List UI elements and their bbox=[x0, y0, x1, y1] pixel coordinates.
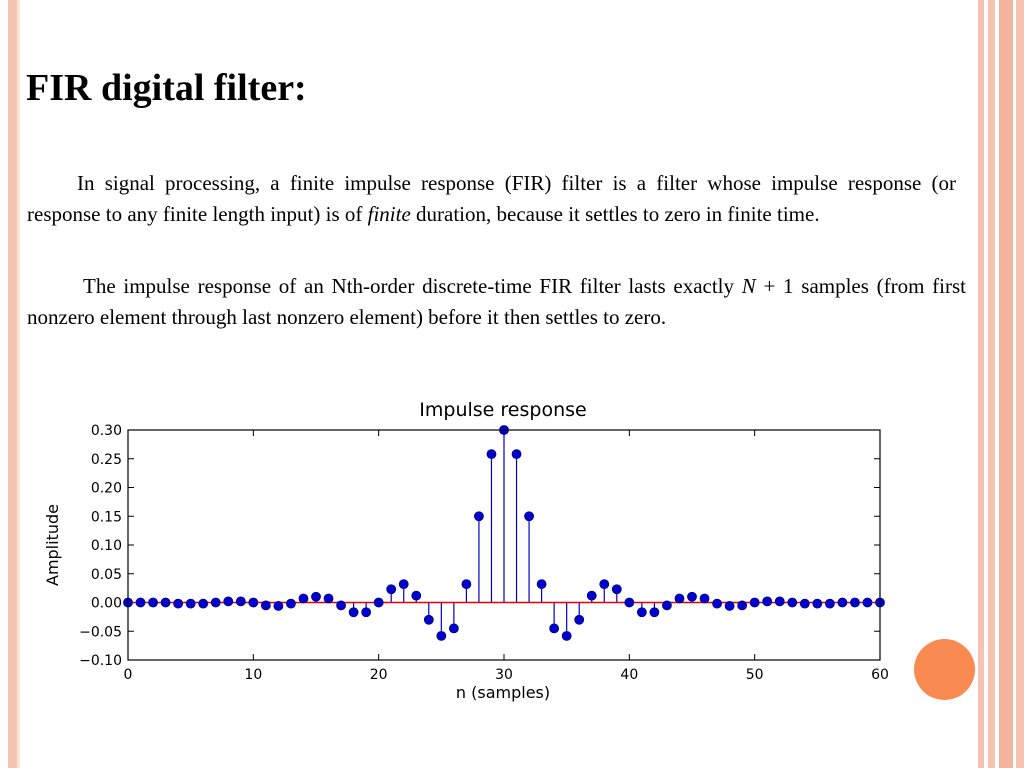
y-tick-label: −0.10 bbox=[79, 653, 122, 669]
stem-marker bbox=[311, 591, 321, 602]
stem-marker bbox=[824, 598, 835, 609]
stem-marker bbox=[260, 600, 271, 611]
stem-marker bbox=[812, 598, 823, 609]
stem-marker bbox=[586, 590, 597, 601]
stem-marker bbox=[737, 600, 748, 611]
stem-marker bbox=[611, 584, 622, 595]
stem-marker bbox=[223, 596, 234, 607]
stem-marker bbox=[411, 590, 422, 601]
stem-marker bbox=[286, 598, 296, 609]
stem-marker bbox=[461, 579, 472, 589]
stem-marker bbox=[323, 593, 334, 604]
stem-marker bbox=[687, 591, 697, 602]
stem-marker bbox=[762, 596, 773, 607]
stem-marker bbox=[210, 597, 221, 608]
stem-marker bbox=[423, 614, 434, 625]
x-axis-label: n (samples) bbox=[456, 683, 550, 702]
stem-marker bbox=[574, 614, 585, 625]
stem-marker bbox=[185, 598, 196, 609]
paragraph-2: The impulse response of an Nth-order dis… bbox=[27, 271, 966, 332]
y-tick-label: 0.05 bbox=[91, 567, 122, 583]
x-tick-label: 40 bbox=[620, 667, 638, 683]
y-tick-label: 0.25 bbox=[91, 452, 122, 468]
slide-title: FIR digital filter: bbox=[26, 67, 307, 109]
y-axis-label: Amplitude bbox=[43, 504, 62, 586]
stem-marker bbox=[235, 596, 246, 607]
paragraph-2-variable: N bbox=[741, 274, 756, 298]
right-accent-bar-4 bbox=[1016, 0, 1024, 768]
paragraph-1-text: In signal processing, a finite impulse r… bbox=[27, 171, 956, 226]
chart-title: Impulse response bbox=[419, 399, 586, 421]
x-tick-label: 50 bbox=[746, 667, 764, 683]
stem-marker bbox=[649, 607, 660, 618]
stem-marker bbox=[474, 511, 484, 522]
stem-marker bbox=[774, 596, 785, 607]
stem-marker bbox=[298, 593, 309, 604]
right-accent-bar-2 bbox=[988, 0, 995, 768]
stem-marker bbox=[135, 597, 146, 608]
stem-marker bbox=[511, 449, 522, 460]
stem-marker bbox=[674, 593, 685, 604]
stem-marker bbox=[386, 584, 397, 595]
right-accent-bar-3 bbox=[999, 0, 1013, 768]
y-tick-label: 0.20 bbox=[91, 481, 122, 497]
x-tick-label: 30 bbox=[495, 667, 513, 683]
y-tick-label: −0.05 bbox=[79, 624, 122, 640]
stem-marker bbox=[273, 601, 284, 611]
stem-marker bbox=[837, 597, 848, 608]
stem-marker bbox=[799, 598, 810, 609]
y-tick-label: 0.00 bbox=[91, 596, 122, 612]
paragraph-2-text-end: + 1 samples (from first nonzero element … bbox=[27, 274, 967, 329]
stem-marker bbox=[398, 579, 409, 589]
chart-svg: Impulse response Amplitude n (samples) −… bbox=[43, 399, 889, 702]
left-accent-bar-inner bbox=[17, 0, 20, 768]
stem-marker bbox=[486, 449, 497, 460]
stem-marker bbox=[712, 598, 722, 609]
stem-marker bbox=[198, 598, 209, 609]
right-accent-bar-1 bbox=[978, 0, 984, 768]
stem-marker bbox=[549, 623, 560, 634]
impulse-response-chart: Impulse response Amplitude n (samples) −… bbox=[35, 390, 905, 710]
y-tick-label: 0.30 bbox=[91, 423, 122, 439]
paragraph-2-text: The impulse response of an Nth-order dis… bbox=[83, 274, 742, 298]
stem-marker bbox=[148, 597, 158, 608]
y-tick-label: 0.15 bbox=[91, 509, 122, 525]
plot-frame bbox=[127, 429, 881, 661]
stem-marker bbox=[850, 597, 860, 608]
stem-marker bbox=[160, 597, 171, 608]
stem-marker bbox=[373, 597, 384, 608]
paragraph-1-text-end: duration, because it settles to zero in … bbox=[410, 201, 820, 226]
stem-marker bbox=[361, 607, 372, 618]
x-tick-label: 0 bbox=[124, 667, 133, 683]
plot-layer: −0.10 −0.05 0.00 0.05 0.10 0.15 0.20 0.25 0.30 0 1… bbox=[79, 423, 889, 683]
stem-marker bbox=[561, 630, 572, 641]
stem-marker bbox=[173, 598, 184, 609]
stem-marker bbox=[624, 597, 635, 608]
stem-marker bbox=[348, 607, 359, 618]
stem-marker bbox=[724, 601, 735, 611]
paragraph-1: In signal processing, a finite impulse r… bbox=[27, 168, 956, 229]
stem-marker bbox=[436, 630, 447, 641]
stem-marker bbox=[599, 579, 610, 589]
y-tick-label: 0.10 bbox=[91, 538, 122, 554]
x-tick-label: 20 bbox=[370, 667, 388, 683]
paragraph-1-emphasis: finite bbox=[367, 201, 411, 226]
x-tick-label: 60 bbox=[871, 667, 889, 683]
stem-marker bbox=[636, 607, 647, 618]
stem-marker bbox=[862, 597, 873, 608]
stem-marker bbox=[536, 579, 547, 589]
stem-marker bbox=[448, 623, 459, 634]
stem-marker bbox=[248, 597, 259, 608]
stem-marker bbox=[662, 600, 672, 611]
stem-marker bbox=[787, 597, 798, 608]
stem-marker bbox=[336, 600, 346, 611]
decorative-orange-circle bbox=[914, 639, 975, 700]
x-tick-label: 10 bbox=[244, 667, 262, 683]
stem-marker bbox=[749, 597, 760, 608]
stem-marker bbox=[524, 511, 534, 522]
left-accent-bar bbox=[8, 0, 17, 768]
stem-marker bbox=[699, 593, 710, 604]
